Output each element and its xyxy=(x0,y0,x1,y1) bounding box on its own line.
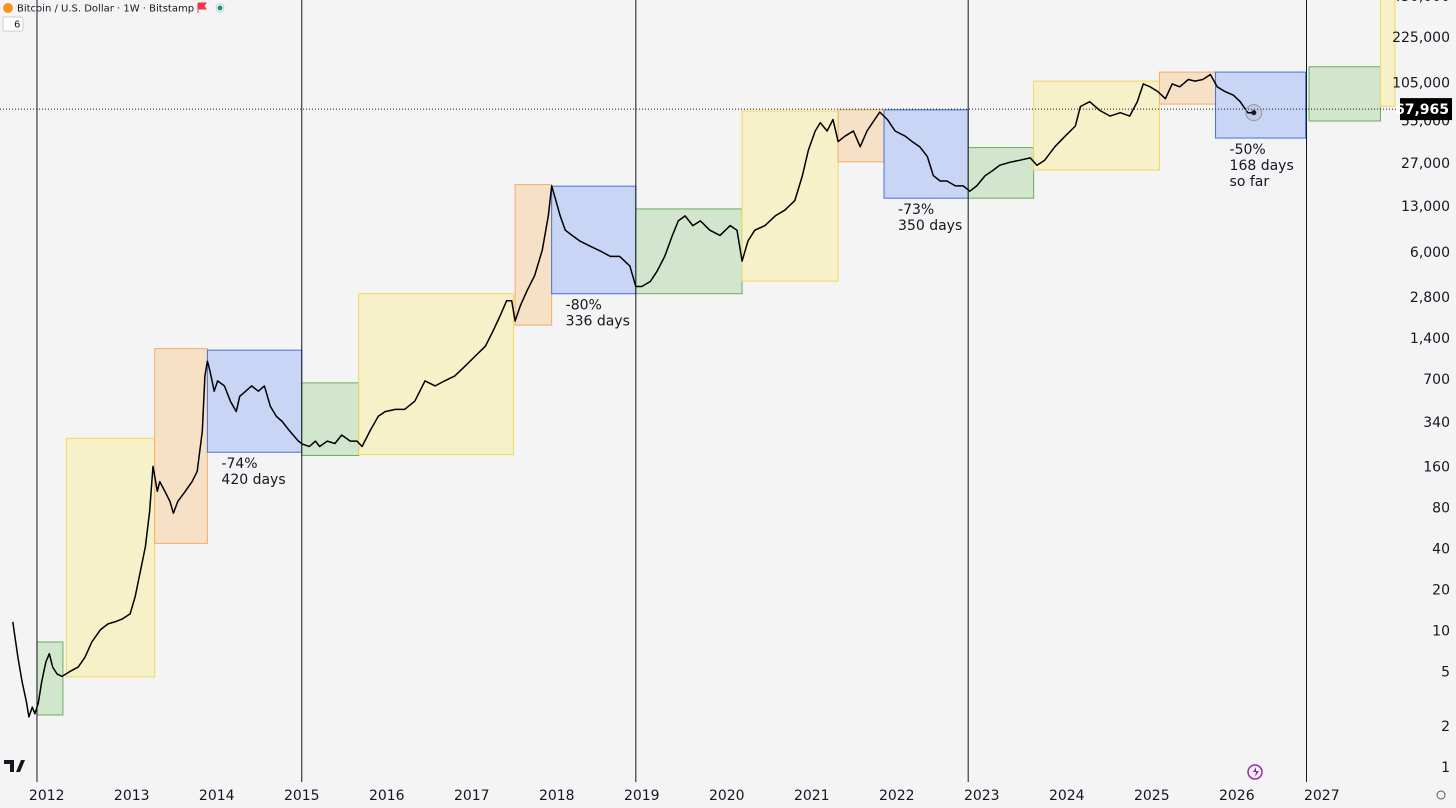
y-tick-label: 450,000 xyxy=(1392,0,1450,5)
x-tick-label: 2023 xyxy=(964,788,1000,804)
range-box xyxy=(154,348,208,544)
x-tick-label: 2014 xyxy=(199,788,235,804)
coin-icon xyxy=(3,3,13,13)
y-tick-label: 2 xyxy=(1441,719,1450,735)
x-tick-label: 2020 xyxy=(709,788,745,804)
x-tick-label: 2015 xyxy=(284,788,320,804)
y-tick-label: 700 xyxy=(1423,372,1450,388)
range-box xyxy=(741,110,839,282)
x-tick-label: 2016 xyxy=(369,788,405,804)
price-layer xyxy=(0,73,1400,718)
y-tick-label: 40 xyxy=(1432,542,1450,558)
x-tick-label: 2013 xyxy=(114,788,150,804)
x-tick-label: 2012 xyxy=(29,788,65,804)
y-tick-label: 340 xyxy=(1423,415,1450,431)
drawdown-label: 420 days xyxy=(221,472,285,488)
replay-icon[interactable] xyxy=(1247,764,1263,780)
x-tick-label: 2027 xyxy=(1304,788,1340,804)
price-line xyxy=(12,73,1254,718)
labels: -74%420 days -80%336 days -73%350 days -50%… xyxy=(29,0,1452,804)
range-box xyxy=(1308,66,1381,122)
drawdown-label: -50% xyxy=(1230,142,1266,158)
current-dot xyxy=(1251,110,1257,116)
range-box xyxy=(301,382,360,456)
y-tick-label: 5 xyxy=(1441,665,1450,681)
logo xyxy=(4,760,25,772)
drawdown-label: 350 days xyxy=(898,218,962,234)
y-tick-label: 13,000 xyxy=(1401,199,1450,215)
indicator-toggle-box[interactable] xyxy=(2,16,24,32)
x-tick-label: 2021 xyxy=(794,788,830,804)
drawdown-label: -74% xyxy=(221,456,257,472)
range-box xyxy=(551,185,637,295)
x-tick-label: 2022 xyxy=(879,788,915,804)
symbol-title: Bitcoin / U.S. Dollar · 1W · Bitstamp xyxy=(17,4,194,15)
boxes xyxy=(36,0,1396,716)
y-tick-label: 225,000 xyxy=(1392,30,1450,46)
cycle-lines xyxy=(36,0,1307,782)
y-tick-label: 6,000 xyxy=(1410,245,1450,261)
y-tick-label: 80 xyxy=(1432,501,1450,517)
y-tick-label: 105,000 xyxy=(1392,75,1450,91)
drawdown-label: 336 days xyxy=(566,314,630,330)
range-box xyxy=(65,437,156,678)
range-box xyxy=(1215,71,1307,139)
x-tick-label: 2025 xyxy=(1134,788,1170,804)
x-tick-label: 2017 xyxy=(454,788,490,804)
x-tick-label: 2019 xyxy=(624,788,660,804)
last-price-tag xyxy=(1400,98,1452,121)
x-tick-label: 2026 xyxy=(1219,788,1255,804)
x-tick-label: 2018 xyxy=(539,788,575,804)
last-price-label: 67,965 xyxy=(1395,102,1449,118)
range-box xyxy=(206,349,303,453)
y-tick-label: 20 xyxy=(1432,583,1450,599)
y-tick-label: 27,000 xyxy=(1401,156,1450,172)
range-box xyxy=(358,293,514,456)
drawdown-label: -80% xyxy=(566,298,602,314)
flag-icon xyxy=(197,2,207,13)
y-tick-label: 10 xyxy=(1432,624,1450,640)
y-tick-label: 1,400 xyxy=(1410,331,1450,347)
drawdown-label: -73% xyxy=(898,202,934,218)
y-tick-label: 2,800 xyxy=(1410,290,1450,306)
drawdown-label: so far xyxy=(1230,174,1270,190)
replay-bolt xyxy=(1253,767,1259,777)
range-box xyxy=(1033,80,1160,171)
y-tick-label: 1 xyxy=(1441,760,1450,776)
drawdown-label: 168 days xyxy=(1230,158,1294,174)
status-dot xyxy=(217,5,223,11)
indicator-toggle[interactable]: 6 xyxy=(14,20,20,31)
y-tick-label: 160 xyxy=(1423,459,1450,475)
range-box xyxy=(36,641,64,716)
range-box xyxy=(1379,0,1396,107)
range-box xyxy=(967,147,1035,199)
x-tick-label: 2024 xyxy=(1049,788,1085,804)
settings-icon[interactable] xyxy=(1436,790,1446,800)
